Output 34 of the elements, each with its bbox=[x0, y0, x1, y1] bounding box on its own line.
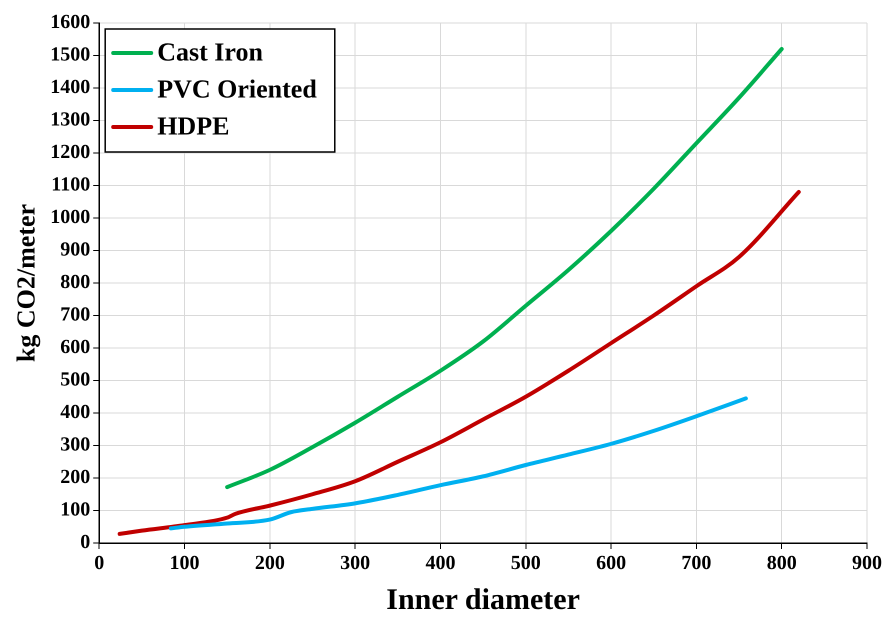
x-tick-label: 100 bbox=[170, 552, 200, 574]
x-tick-label: 800 bbox=[766, 552, 797, 574]
x-axis-title: Inner diameter bbox=[386, 582, 580, 616]
line-series bbox=[118, 190, 801, 536]
y-tick-label: 800 bbox=[60, 271, 90, 294]
y-tick-label: 1500 bbox=[50, 44, 90, 66]
legend-label: Cast Iron bbox=[157, 38, 264, 67]
y-tick-label: 1600 bbox=[50, 11, 90, 34]
y-tick-label: 1000 bbox=[50, 206, 90, 228]
x-tick-label: 700 bbox=[681, 552, 712, 574]
x-tick-label: 300 bbox=[340, 552, 370, 574]
y-tick-label: 600 bbox=[60, 336, 90, 358]
legend-label: HDPE bbox=[157, 112, 230, 141]
y-tick-label: 1100 bbox=[51, 174, 90, 196]
x-tick-label: 200 bbox=[254, 552, 285, 574]
y-tick-label: 500 bbox=[60, 368, 90, 391]
y-tick-label: 200 bbox=[60, 466, 90, 488]
x-tick-label: 600 bbox=[596, 552, 626, 574]
y-tick-label: 1400 bbox=[50, 76, 90, 98]
y-tick-label: 0 bbox=[80, 531, 90, 554]
x-tick-label: 500 bbox=[510, 552, 541, 574]
y-axis-title: kg CO2/meter bbox=[11, 204, 40, 362]
x-tick-label: 0 bbox=[94, 552, 104, 574]
y-tick-label: 700 bbox=[60, 304, 90, 326]
y-tick-label: 300 bbox=[60, 434, 90, 456]
y-tick-label: 900 bbox=[60, 238, 90, 261]
legend-label: PVC Oriented bbox=[157, 74, 318, 104]
line-series bbox=[168, 396, 748, 530]
y-tick-label: 400 bbox=[60, 401, 90, 424]
x-tick-label: 900 bbox=[852, 552, 882, 574]
y-tick-label: 1300 bbox=[50, 108, 90, 131]
y-tick-label: 100 bbox=[60, 498, 90, 521]
x-tick-label: 400 bbox=[425, 552, 456, 574]
y-tick-label: 1200 bbox=[50, 141, 90, 164]
